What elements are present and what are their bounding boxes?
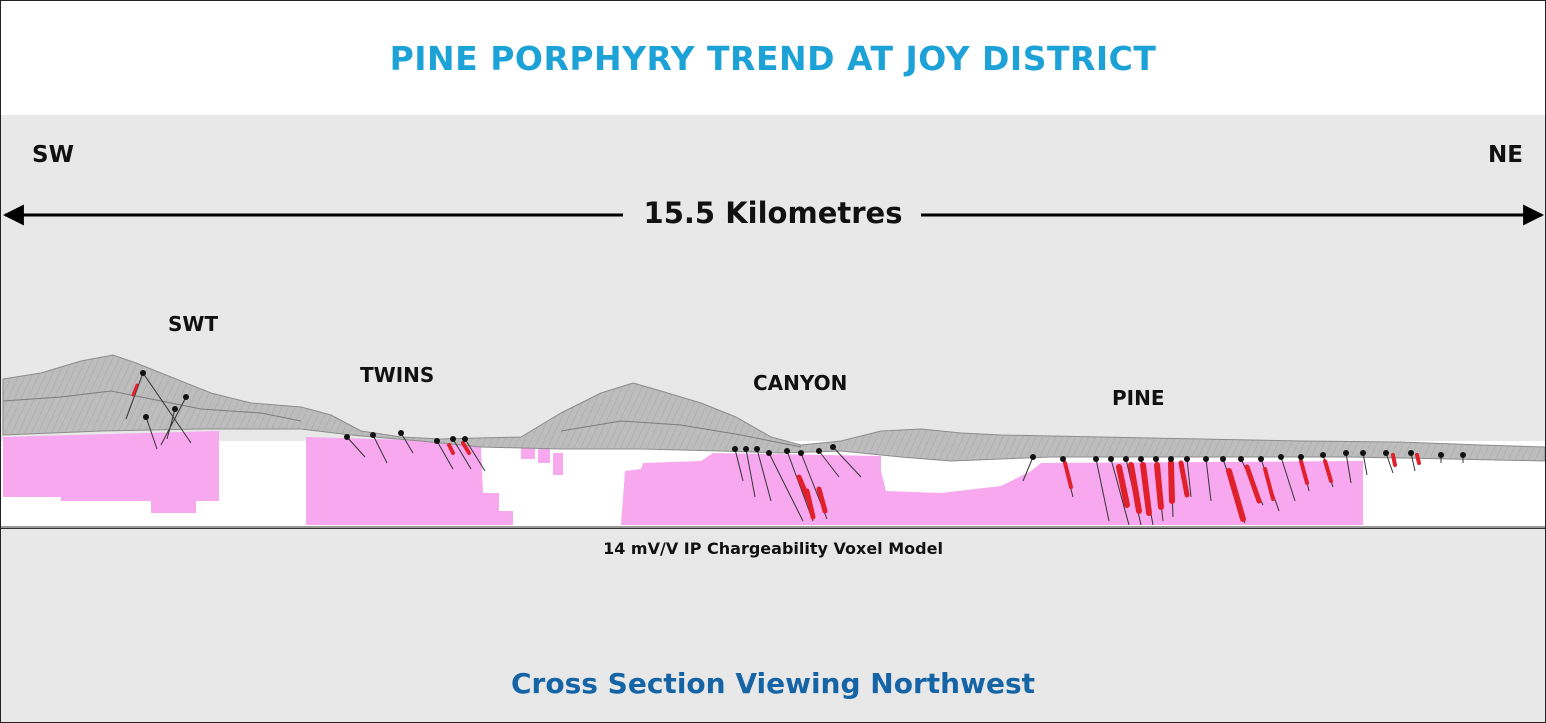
model-caption: 14 mV/V IP Chargeability Voxel Model (603, 539, 943, 558)
voxel-fragment (521, 447, 535, 459)
terrain-contour (2, 390, 302, 422)
target-label-pine: PINE (1112, 386, 1165, 410)
chargeability-voxels (3, 431, 1363, 525)
terrain-swt-ridge (2, 354, 1545, 462)
drill-collars (140, 370, 1466, 462)
target-label-swt: SWT (168, 312, 219, 336)
voxel-block-swt (3, 431, 219, 513)
voxel-block-twins (306, 437, 513, 525)
terrain-surface (2, 354, 1545, 462)
direction-ne-label: NE (1488, 142, 1523, 168)
voxel-fragment (553, 453, 563, 475)
voxel-fragment (538, 447, 550, 463)
caption-background (1, 528, 1545, 722)
target-label-canyon: CANYON (753, 371, 848, 395)
distance-label: 15.5 Kilometres (643, 196, 903, 230)
direction-sw-label: SW (32, 142, 74, 168)
terrain-contour (560, 420, 802, 448)
figure-title: PINE PORPHYRY TREND AT JOY DISTRICT (389, 39, 1157, 78)
figure-subtitle: Cross Section Viewing Northwest (511, 667, 1035, 700)
target-label-twins: TWINS (360, 363, 435, 387)
voxel-block-canyon (621, 453, 1363, 525)
drill-intercepts (131, 383, 1421, 522)
